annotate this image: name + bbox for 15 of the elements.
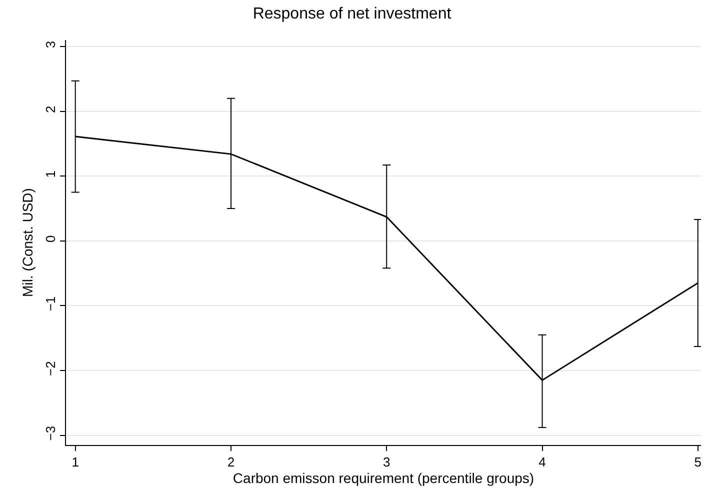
x-tick-label: 2	[227, 454, 235, 470]
x-tick-label: 1	[72, 454, 79, 470]
y-tick-label: 0	[42, 235, 58, 243]
x-tick-label: 4	[538, 454, 546, 470]
x-tick-label: 3	[382, 454, 390, 470]
y-tick-label: 3	[42, 40, 58, 48]
y-tick-label: 2	[42, 106, 58, 113]
x-tick-label: 5	[694, 454, 702, 470]
y-tick-label: −1	[42, 296, 58, 312]
y-axis-title: Mil. (Const. USD)	[19, 188, 36, 297]
y-tick-label: 1	[42, 170, 58, 178]
x-axis-title: Carbon emisson requirement (percentile groups)	[232, 470, 534, 486]
y-tick-label: −3	[42, 426, 58, 441]
y-tick-label: −2	[42, 361, 58, 376]
chart-title: Response of net investment	[252, 6, 452, 23]
